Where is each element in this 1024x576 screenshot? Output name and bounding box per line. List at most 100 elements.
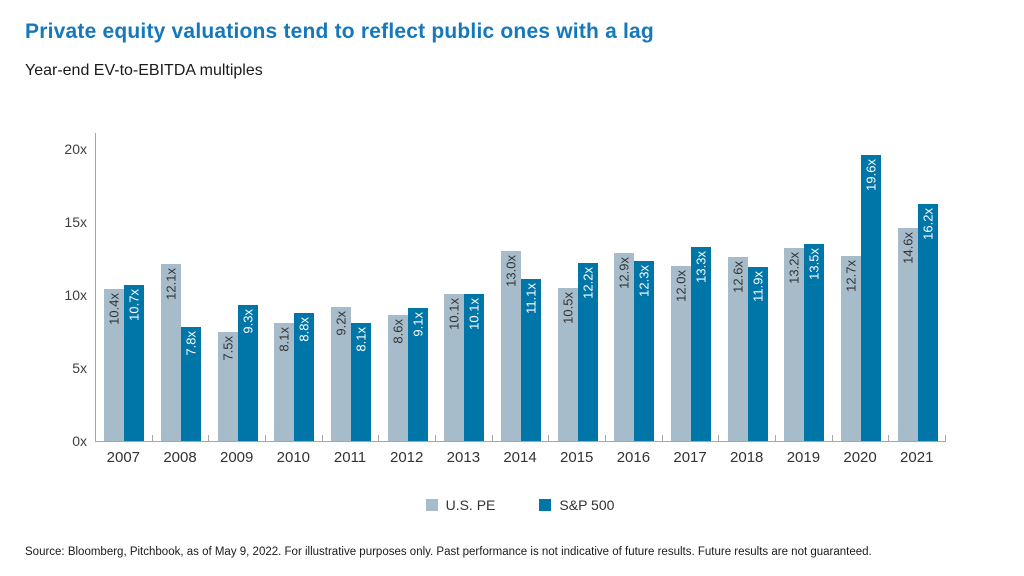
bar-value-label: 11.1x	[523, 282, 539, 314]
bar-value-label: 12.9x	[616, 256, 632, 289]
bar-sp500-2011: 8.1x	[351, 322, 372, 441]
bar-value-label: 9.2x	[333, 310, 349, 336]
bar-us-pe-2017: 12.0x	[671, 265, 692, 441]
bar-us-pe-2018: 12.6x	[727, 257, 748, 441]
x-axis-tick	[718, 435, 720, 441]
bar-value-label: 16.2x	[920, 208, 936, 241]
bar-sp500-2017: 13.3x	[691, 246, 712, 441]
bar-value-label: 10.5x	[560, 291, 576, 324]
x-axis-tick	[321, 435, 323, 441]
bar-sp500-2010: 8.8x	[294, 312, 315, 441]
bar-value-label: 19.6x	[863, 158, 879, 191]
bar-group-2009: 7.5x 9.3x	[209, 133, 266, 441]
bar-sp500-2020: 19.6x	[861, 154, 882, 441]
x-axis-tick	[945, 435, 946, 441]
bar-group-2017: 12.0x 13.3x	[663, 133, 720, 441]
bar-value-label: 10.1x	[466, 297, 482, 330]
bar-sp500-2007: 10.7x	[124, 284, 145, 441]
x-axis-tick	[435, 435, 436, 441]
x-axis-label-2015: 2015	[560, 449, 594, 466]
bar-us-pe-2020: 12.7x	[841, 255, 862, 441]
bar-us-pe-2010: 8.1x	[274, 322, 295, 441]
x-axis-label-2013: 2013	[446, 449, 481, 466]
x-axis-label-2021: 2021	[900, 449, 934, 466]
page-title: Private equity valuations tend to reflec…	[25, 20, 654, 43]
y-axis-tick-label: 20x	[64, 141, 87, 157]
bar-group-2020: 12.7x 19.6x	[833, 133, 890, 441]
x-axis-tick	[775, 435, 776, 441]
bar-value-label: 7.8x	[183, 331, 199, 356]
x-axis-label-2007: 2007	[106, 449, 141, 466]
bar-group-2011: 9.2x 8.1x	[323, 133, 380, 441]
x-axis-label-2016: 2016	[616, 449, 651, 466]
x-axis-tick	[151, 435, 153, 441]
bar-value-label: 12.1x	[163, 268, 179, 301]
bar-group-2007: 10.4x 10.7x	[96, 133, 153, 441]
x-axis-labels: 2007 2008 2009 2010 2011 2012 2013 2014 2015 2016…	[95, 449, 945, 466]
legend-label: U.S. PE	[445, 497, 496, 513]
y-axis-tick-label: 5x	[72, 360, 87, 376]
x-axis-tick	[548, 435, 550, 441]
bar-group-2019: 13.2x 13.5x	[776, 133, 833, 441]
bar-us-pe-2007: 10.4x	[104, 289, 125, 441]
x-axis-label-2011: 2011	[333, 449, 367, 466]
x-axis-tick	[208, 435, 210, 441]
bar-us-pe-2013: 10.1x	[444, 293, 465, 441]
bar-sp500-2019: 13.5x	[804, 243, 825, 441]
bar-sp500-2015: 12.2x	[577, 262, 598, 441]
legend-swatch-icon	[425, 499, 438, 511]
bar-group-2016: 12.9x 12.3x	[606, 133, 663, 441]
bar-value-label: 13.0x	[503, 255, 519, 288]
bar-us-pe-2014: 13.0x	[501, 251, 522, 441]
bar-value-label: 14.6x	[900, 231, 916, 264]
bar-group-2013: 10.1x 10.1x	[436, 133, 493, 441]
x-axis-tick	[491, 435, 493, 441]
bar-us-pe-2021: 14.6x	[897, 227, 918, 441]
bar-group-2012: 8.6x 9.1x	[379, 133, 436, 441]
bar-value-label: 12.7x	[843, 259, 859, 292]
bar-value-label: 10.4x	[106, 293, 122, 325]
bar-value-label: 8.1x	[353, 326, 369, 352]
x-axis-tick	[831, 435, 833, 441]
bar-us-pe-2016: 12.9x	[614, 252, 635, 441]
bar-us-pe-2012: 8.6x	[387, 315, 408, 441]
bar-us-pe-2009: 7.5x	[217, 331, 238, 441]
bar-value-label: 8.8x	[296, 316, 312, 342]
x-axis-tick	[265, 435, 266, 441]
bar-value-label: 13.3x	[693, 250, 709, 283]
bar-value-label: 10.1x	[446, 297, 462, 330]
y-axis-tick-label: 15x	[64, 214, 87, 230]
bar-sp500-2013: 10.1x	[464, 293, 485, 441]
bar-group-2015: 10.5x 12.2x	[549, 133, 606, 441]
bar-sp500-2021: 16.2x	[917, 204, 938, 441]
x-axis-label-2012: 2012	[390, 449, 424, 466]
bar-value-label: 12.3x	[636, 265, 652, 298]
bar-us-pe-2011: 9.2x	[331, 306, 352, 441]
bar-sp500-2008: 7.8x	[181, 327, 201, 441]
chart-subtitle: Year-end EV-to-EBITDA multiples	[25, 62, 263, 79]
bar-sp500-2016: 12.3x	[634, 261, 655, 441]
y-axis-tick-label: 0x	[72, 433, 87, 449]
bar-sp500-2014: 11.1x	[521, 278, 542, 441]
x-axis-tick	[605, 435, 606, 441]
bar-group-2014: 13.0x 11.1x	[493, 133, 550, 441]
bar-group-2018: 12.6x 11.9x	[719, 133, 776, 441]
chart-legend: U.S. PE S&P 500	[95, 497, 945, 513]
x-axis-tick	[661, 435, 663, 441]
bar-sp500-2018: 11.9x	[747, 267, 768, 441]
bar-sp500-2012: 9.1x	[407, 308, 428, 441]
bar-us-pe-2019: 13.2x	[784, 248, 805, 441]
x-axis-label-2018: 2018	[730, 449, 764, 466]
x-axis-label-2008: 2008	[163, 449, 197, 466]
bar-value-label: 8.1x	[276, 326, 292, 352]
bar-groups: 10.4x 10.7x 12.1x 7.8x 7.5x 9.3x 8.1x 8.8x 9.2x 8…	[96, 133, 946, 441]
x-axis-label-2020: 2020	[843, 449, 877, 466]
bar-value-label: 10.7x	[126, 288, 142, 321]
bar-value-label: 9.1x	[410, 312, 426, 337]
bar-group-2021: 14.6x 16.2x	[889, 133, 946, 441]
x-axis-label-2010: 2010	[276, 449, 311, 466]
x-axis-label-2019: 2019	[786, 449, 821, 466]
bar-sp500-2009: 9.3x	[237, 305, 258, 441]
x-axis-label-2014: 2014	[503, 449, 537, 466]
source-note: Source: Bloomberg, Pitchbook, as of May …	[25, 546, 872, 558]
